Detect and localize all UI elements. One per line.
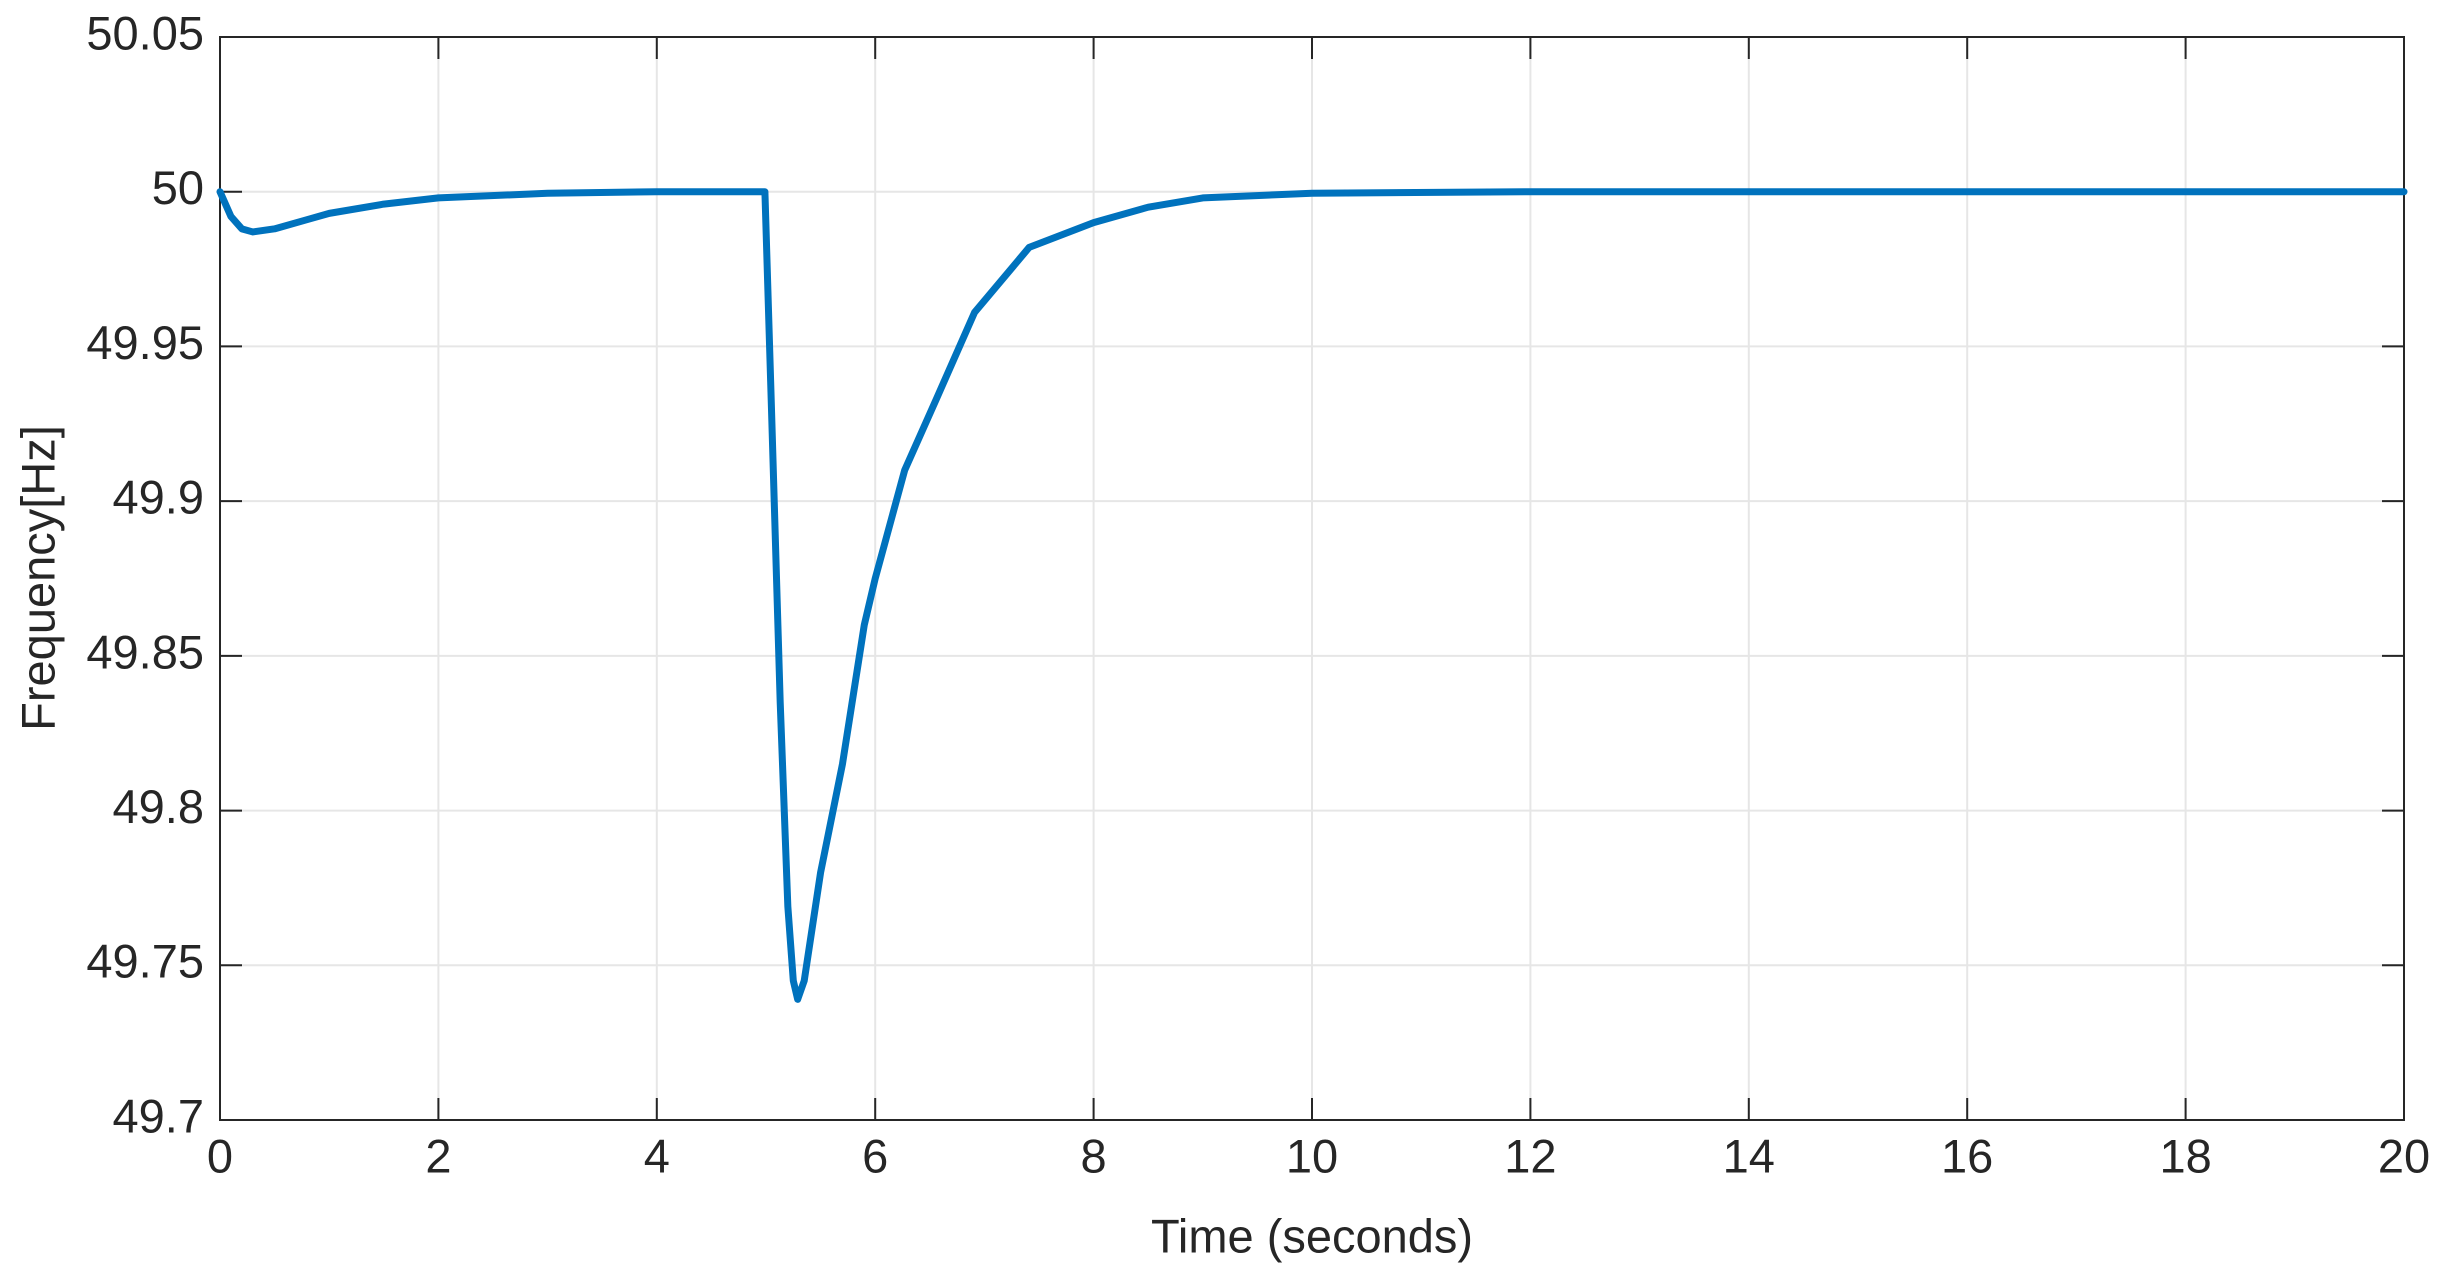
x-tick-label: 14: [1723, 1129, 1775, 1182]
x-tick-label: 6: [862, 1129, 888, 1182]
y-tick-label: 49.7: [113, 1089, 204, 1142]
x-tick-label: 2: [425, 1129, 451, 1182]
x-tick-label: 4: [644, 1129, 670, 1182]
x-tick-label: 0: [207, 1129, 233, 1182]
x-tick-label: 20: [2378, 1129, 2430, 1182]
y-tick-label: 50: [152, 161, 204, 214]
y-tick-label: 49.8: [113, 780, 204, 833]
y-tick-label: 49.9: [113, 471, 204, 524]
y-tick-label: 50.05: [86, 6, 204, 59]
x-axis-label: Time (seconds): [1151, 1209, 1473, 1262]
plot-frame: [219, 36, 2405, 1121]
line-series: [216, 188, 2408, 1003]
x-tick-label: 12: [1504, 1129, 1556, 1182]
y-tick-label: 49.75: [86, 935, 204, 988]
y-tick-label: 49.95: [86, 316, 204, 369]
x-tick-label: 10: [1286, 1129, 1338, 1182]
y-tick-label: 49.85: [86, 625, 204, 678]
y-axis-label: Frequency[Hz]: [11, 425, 64, 731]
x-tick-label: 8: [1081, 1129, 1107, 1182]
x-tick-label: 18: [2159, 1129, 2211, 1182]
x-tick-label: 16: [1941, 1129, 1993, 1182]
